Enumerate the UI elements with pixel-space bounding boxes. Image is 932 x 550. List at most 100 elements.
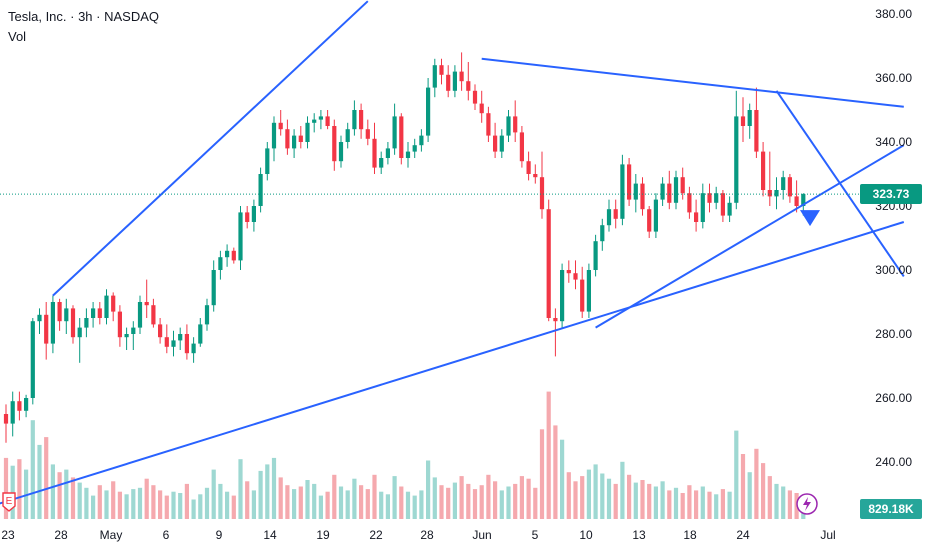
volume-bar xyxy=(144,478,149,519)
volume-bar xyxy=(787,490,792,519)
candle xyxy=(687,186,692,219)
candle-body xyxy=(613,209,618,219)
candle xyxy=(479,90,484,123)
candle xyxy=(184,324,189,360)
candle xyxy=(271,116,277,162)
candle xyxy=(426,78,431,142)
volume-bar xyxy=(104,490,109,519)
earnings-badge[interactable]: E xyxy=(2,492,16,512)
candle-body xyxy=(30,321,35,398)
candle xyxy=(91,302,96,328)
volume-bar xyxy=(539,429,545,519)
price-tick-label: 300.00 xyxy=(875,263,912,277)
volume-bar xyxy=(399,486,404,519)
candle-body xyxy=(124,334,129,338)
candle-body xyxy=(111,295,116,312)
candle-body xyxy=(325,116,330,126)
candle xyxy=(566,260,571,283)
volume-bar xyxy=(513,483,518,519)
time-tick-label: Jul xyxy=(820,528,835,542)
candle xyxy=(740,97,746,142)
volume-bar xyxy=(660,481,665,519)
candle xyxy=(727,196,732,222)
volume-bar xyxy=(305,480,310,519)
candle-body xyxy=(198,324,203,344)
candle xyxy=(747,103,752,139)
candle xyxy=(767,151,772,206)
volume-bar xyxy=(466,483,471,519)
candle-body xyxy=(707,193,712,203)
annotations-layer xyxy=(0,193,866,227)
candle-body xyxy=(392,116,397,149)
candle-body xyxy=(318,116,323,120)
volume-bar xyxy=(218,483,223,519)
volume-bar xyxy=(124,494,129,519)
candle-body xyxy=(526,161,531,174)
volume-bar xyxy=(50,464,55,519)
volume-bar xyxy=(486,474,491,519)
candle xyxy=(359,103,364,139)
volume-bar xyxy=(265,464,270,519)
earnings-icon: E xyxy=(2,492,16,512)
volume-bar xyxy=(720,489,725,519)
candle-body xyxy=(466,81,471,91)
candle-body xyxy=(104,295,109,318)
volume-bar xyxy=(653,486,658,519)
volume-bar xyxy=(131,489,136,519)
symbol-title[interactable]: Tesla, Inc. · 3h · NASDAQ xyxy=(8,9,159,24)
candle-body xyxy=(211,270,216,306)
candle xyxy=(533,164,538,184)
price-axis[interactable]: 380.00360.00340.00320.00300.00280.00260.… xyxy=(875,7,912,469)
volume-bar xyxy=(70,477,76,519)
volume-bar xyxy=(225,491,230,519)
candle-body xyxy=(84,318,89,328)
candle-body xyxy=(539,177,545,210)
candle-body xyxy=(774,190,779,197)
candle xyxy=(673,170,679,210)
volume-bar xyxy=(600,473,605,519)
candle xyxy=(734,90,739,210)
candle-body xyxy=(499,135,504,152)
volume-bar xyxy=(345,490,350,519)
candle xyxy=(117,305,122,347)
volume-bar xyxy=(479,485,484,519)
candle xyxy=(600,218,605,251)
candle xyxy=(3,404,9,443)
candle xyxy=(660,177,665,206)
event-badge[interactable] xyxy=(795,492,819,516)
time-tick-label: 19 xyxy=(316,528,330,542)
candle xyxy=(111,292,116,322)
trendline xyxy=(0,221,905,505)
volume-bar xyxy=(700,486,705,519)
volume-bar xyxy=(184,483,189,519)
candle-body xyxy=(801,194,806,206)
candle-body xyxy=(298,135,303,142)
candle-body xyxy=(218,257,223,270)
candle-body xyxy=(573,273,578,280)
candle xyxy=(50,295,55,354)
candle-body xyxy=(506,116,511,136)
candle xyxy=(633,174,638,213)
volume-bar xyxy=(231,495,236,519)
candle-body xyxy=(385,148,390,158)
candle xyxy=(231,247,236,264)
candle-body xyxy=(781,177,786,190)
volume-indicator-label[interactable]: Vol xyxy=(8,29,27,44)
volume-bar xyxy=(84,487,89,519)
candle xyxy=(338,135,344,168)
candle-body xyxy=(251,206,256,222)
candle xyxy=(365,119,370,146)
volume-bar xyxy=(137,487,143,519)
candle xyxy=(372,122,377,174)
time-axis[interactable]: 23 28 May 6 9 14 19 22 28 Jun 5 10 13 18 24 Jul xyxy=(1,528,835,542)
candle-body xyxy=(238,212,243,261)
candle xyxy=(459,52,464,91)
candle-body xyxy=(191,343,196,354)
volume-bar xyxy=(191,499,196,519)
candle xyxy=(439,58,444,85)
volume-bar xyxy=(506,486,511,519)
candle-body xyxy=(352,110,357,130)
candle xyxy=(124,327,129,350)
candle xyxy=(653,193,658,238)
